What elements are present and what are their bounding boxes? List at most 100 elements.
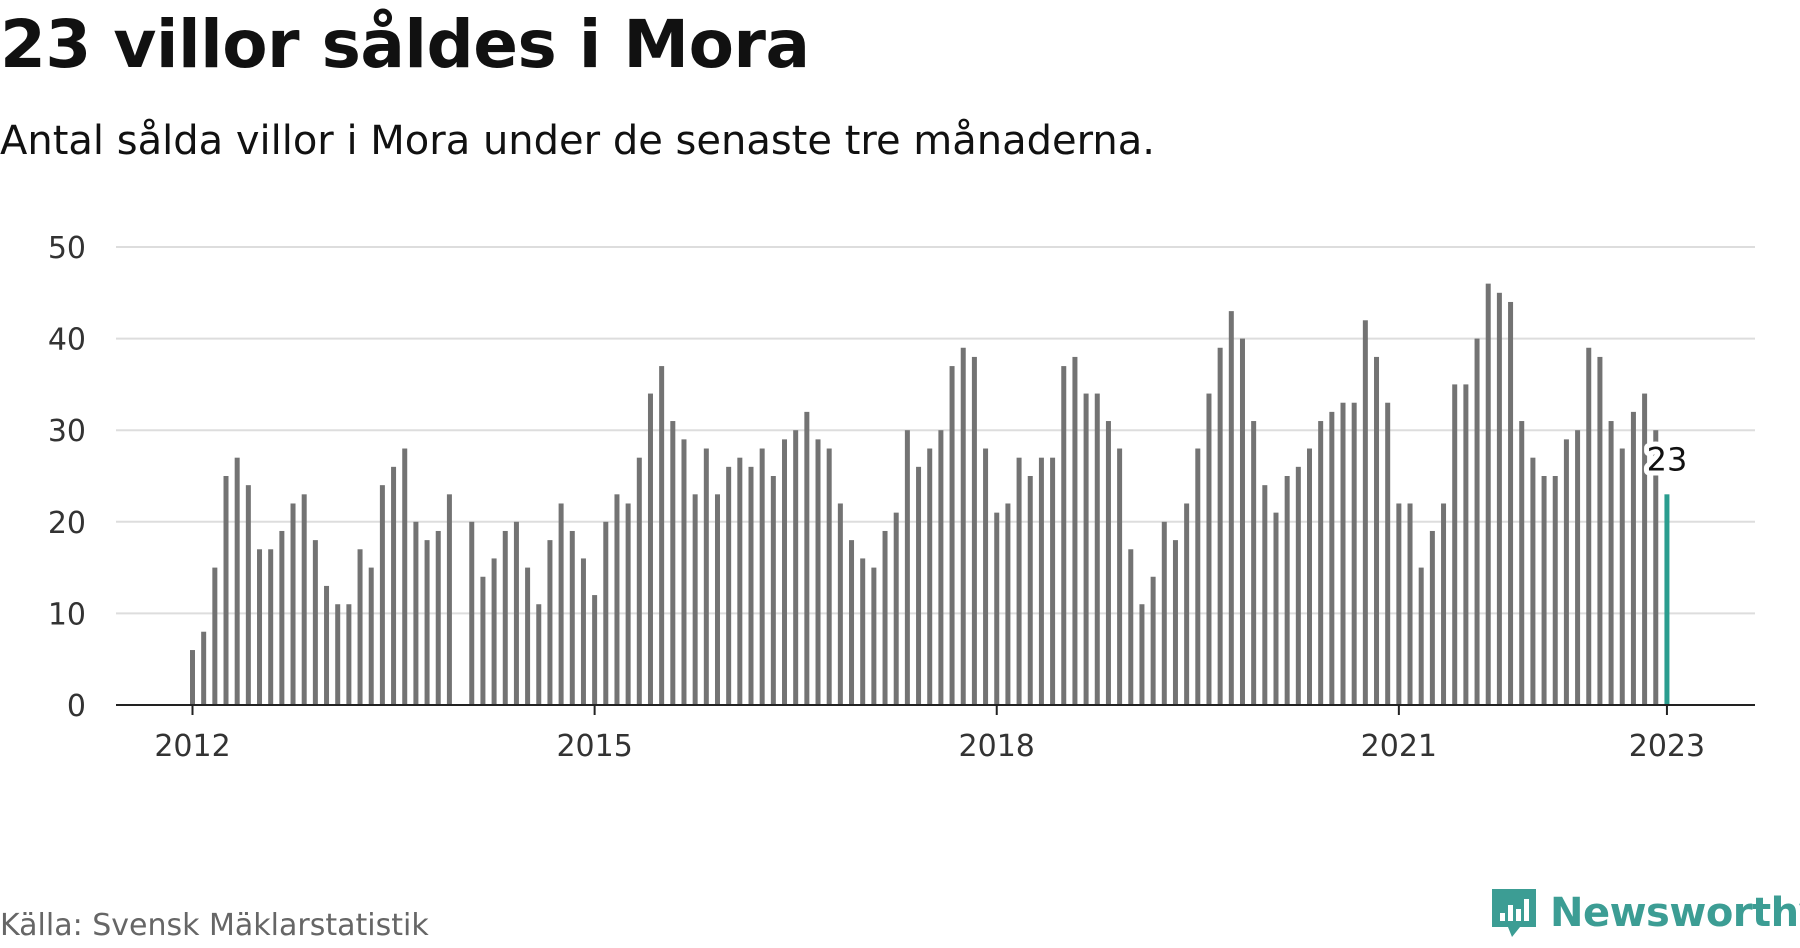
bar <box>837 503 843 705</box>
bar <box>201 631 207 705</box>
bar <box>714 494 720 705</box>
y-tick-label: 0 <box>67 689 86 724</box>
bar <box>994 512 1000 705</box>
bar <box>1072 356 1078 705</box>
x-tick-label: 2021 <box>1361 729 1437 764</box>
bar <box>726 466 732 705</box>
y-tick-label: 50 <box>48 231 86 266</box>
bar <box>1161 521 1167 705</box>
bar <box>513 521 519 705</box>
bar <box>1463 384 1469 705</box>
y-tick-label: 30 <box>48 414 86 449</box>
bar <box>357 549 363 705</box>
bar <box>1608 421 1614 705</box>
bar <box>927 448 933 705</box>
highlight-value-halo: 23 <box>1647 440 1688 478</box>
bar <box>1217 347 1223 705</box>
bar <box>826 448 832 705</box>
bar <box>1541 476 1547 705</box>
bar <box>1619 448 1625 705</box>
bar <box>1061 366 1067 705</box>
y-tick-label: 20 <box>48 506 86 541</box>
bar <box>268 549 274 705</box>
bar <box>1184 503 1190 705</box>
bar <box>625 503 631 705</box>
bar <box>1508 301 1514 705</box>
bar <box>1117 448 1123 705</box>
x-tick-label: 2023 <box>1629 729 1705 764</box>
bar <box>301 494 307 705</box>
bar <box>960 347 966 705</box>
bar <box>480 576 486 705</box>
bar <box>212 567 218 705</box>
bar <box>1642 393 1648 705</box>
bar <box>1653 430 1659 705</box>
bar <box>1496 292 1502 705</box>
bar <box>1329 411 1335 705</box>
newsworthy-logo: Newsworthy <box>1490 888 1800 938</box>
bar <box>234 457 240 705</box>
bar <box>882 530 888 705</box>
bar <box>1027 476 1033 705</box>
bar <box>558 503 564 705</box>
bar <box>424 540 430 705</box>
bar <box>402 448 408 705</box>
bar <box>703 448 709 705</box>
bar <box>1530 457 1536 705</box>
bar <box>502 530 508 705</box>
bar <box>1552 476 1558 705</box>
bar <box>983 448 989 705</box>
bar <box>1340 402 1346 705</box>
bar <box>569 530 575 705</box>
bar <box>636 457 642 705</box>
y-tick-label: 10 <box>48 597 86 632</box>
bar <box>446 494 452 705</box>
bar <box>793 430 799 705</box>
brand-name: Newsworthy <box>1550 890 1800 936</box>
bar <box>1038 457 1044 705</box>
bar <box>770 476 776 705</box>
bar <box>938 430 944 705</box>
bar <box>1362 320 1368 705</box>
bar <box>737 457 743 705</box>
bar <box>1150 576 1156 705</box>
bar <box>603 521 609 705</box>
chart-title: 23 villor såldes i Mora <box>0 6 810 83</box>
bar <box>335 604 341 705</box>
bar <box>1586 347 1592 705</box>
bar <box>1005 503 1011 705</box>
x-tick-label: 2015 <box>556 729 632 764</box>
bar <box>1474 338 1480 705</box>
bar <box>1016 457 1022 705</box>
bar <box>659 366 665 705</box>
bar <box>1251 421 1257 705</box>
bar <box>1385 402 1391 705</box>
bar <box>547 540 553 705</box>
y-tick-label: 40 <box>48 323 86 358</box>
bar <box>1407 503 1413 705</box>
bar <box>190 650 195 705</box>
bars <box>190 283 1670 705</box>
bar <box>536 604 542 705</box>
bar <box>949 366 955 705</box>
bar <box>1239 338 1245 705</box>
bar <box>748 466 754 705</box>
bar <box>904 430 910 705</box>
bar <box>860 558 866 705</box>
bar <box>1630 411 1636 705</box>
bar <box>1195 448 1201 705</box>
bar <box>580 558 586 705</box>
grid-lines <box>116 246 1755 615</box>
bar <box>692 494 698 705</box>
bar <box>893 512 899 705</box>
bar <box>1172 540 1178 705</box>
x-tick-label: 2018 <box>959 729 1035 764</box>
bar <box>257 549 263 705</box>
bar <box>491 558 497 705</box>
bar <box>1597 356 1603 705</box>
bar <box>1050 457 1056 705</box>
bar <box>391 466 397 705</box>
bar <box>346 604 352 705</box>
bar <box>782 439 788 705</box>
bar <box>681 439 687 705</box>
